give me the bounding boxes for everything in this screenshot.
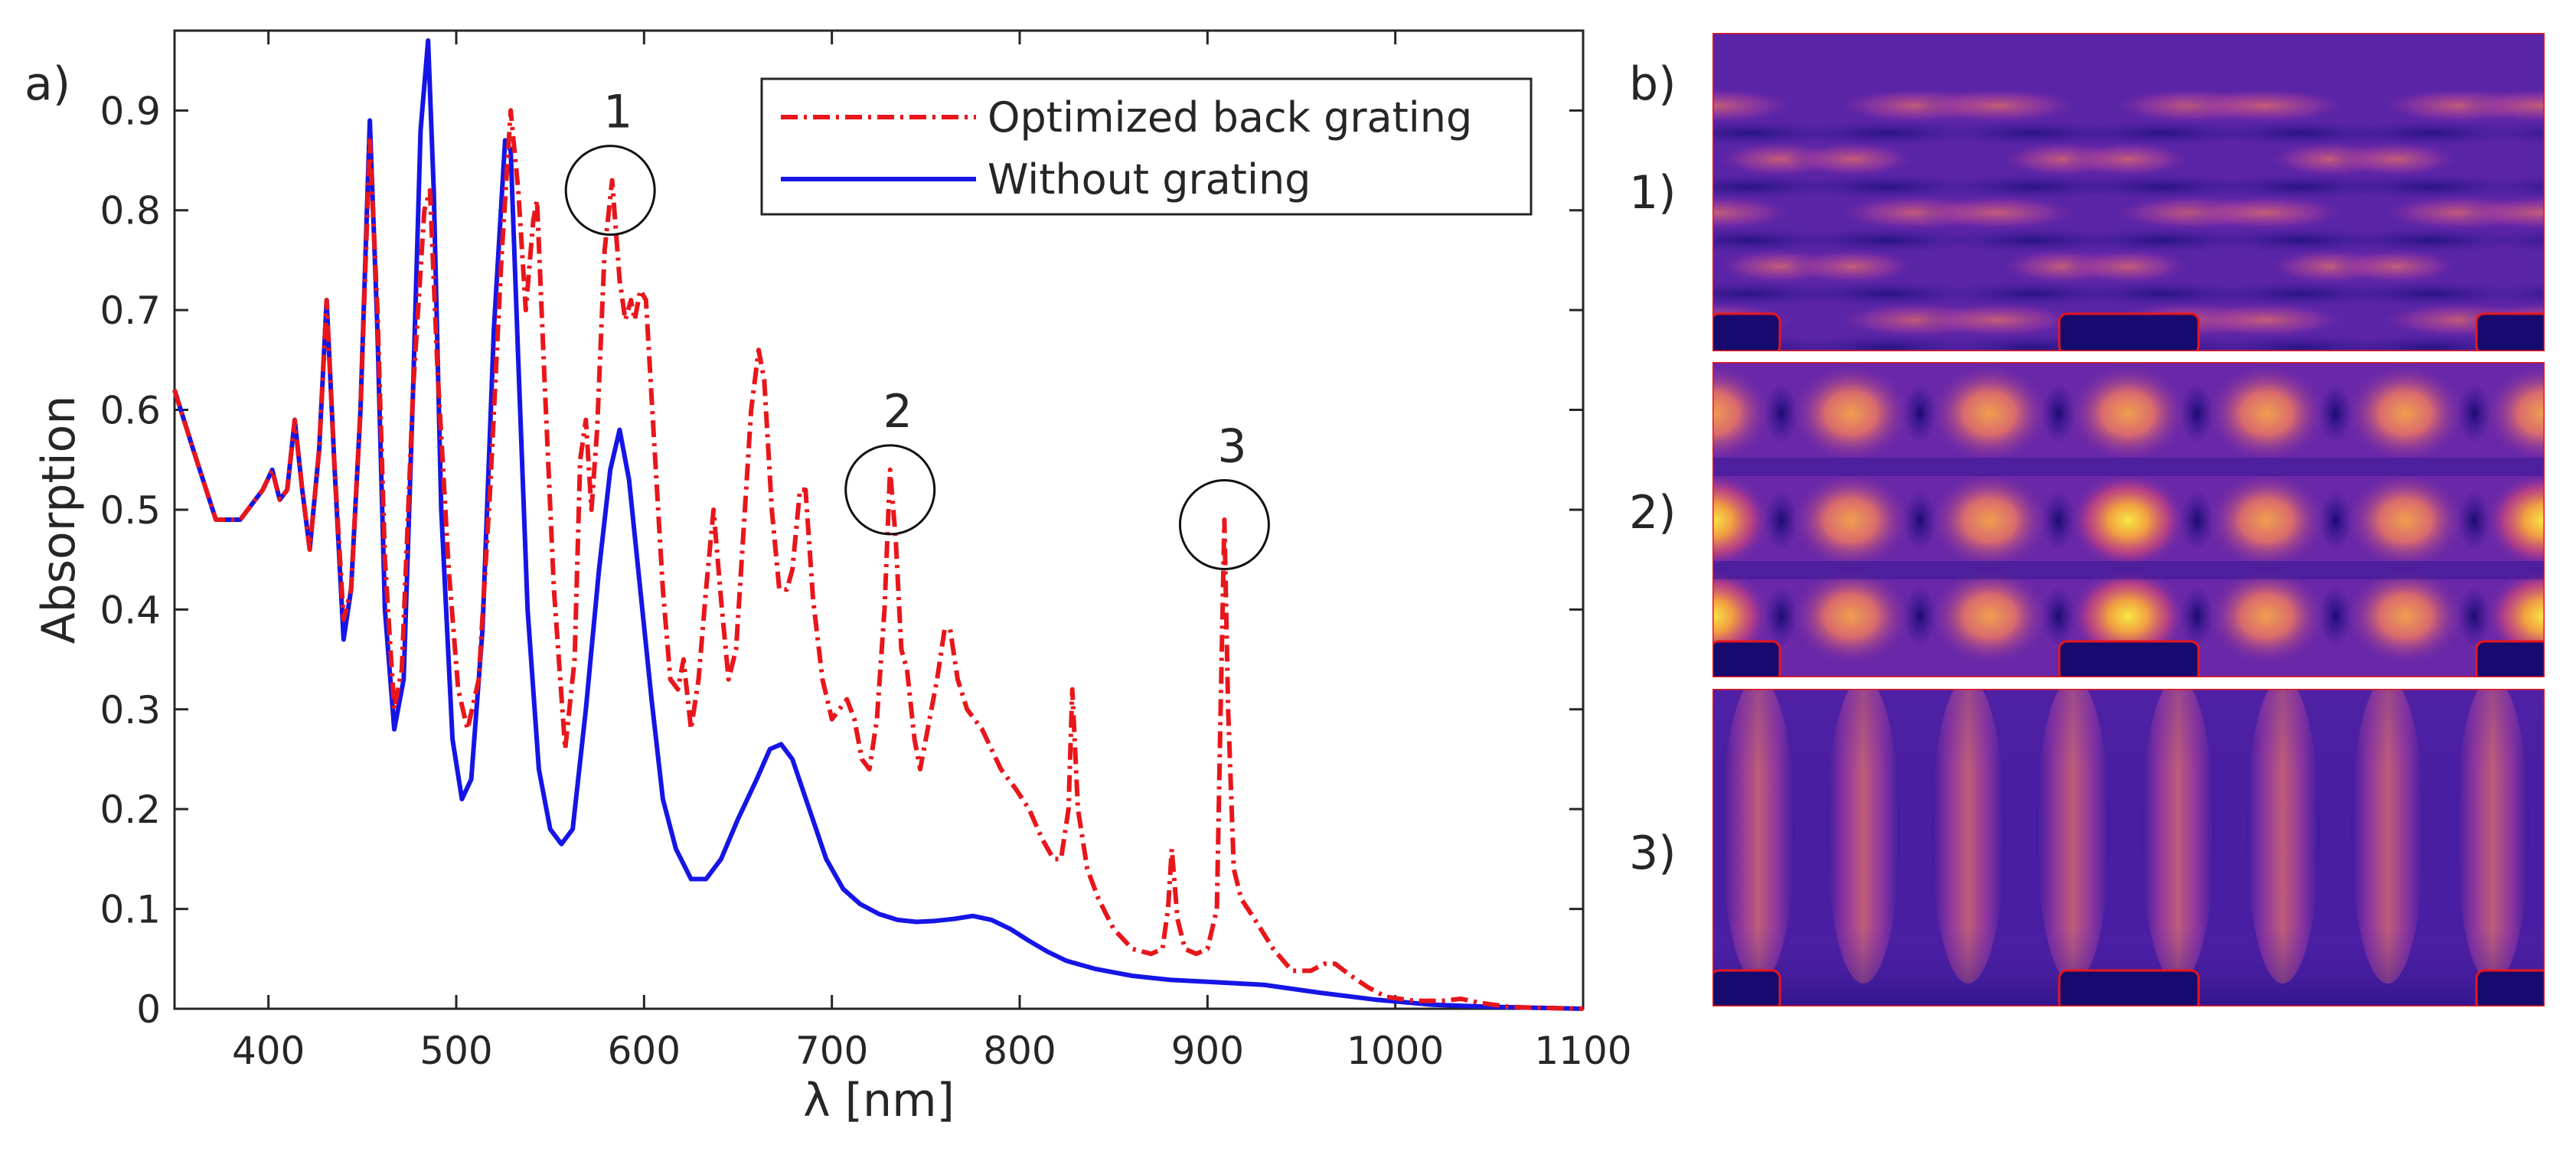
- y-tick-label: 0.7: [100, 289, 161, 333]
- field-map-2: [1712, 362, 2545, 677]
- series-line-optimized: [172, 108, 1584, 1011]
- y-tick-label: 0.9: [100, 89, 161, 133]
- field-map-3: [1712, 689, 2545, 1006]
- y-tick-label: 0.2: [100, 788, 161, 832]
- panel-b-label: b): [1629, 57, 1677, 111]
- x-tick-label: 800: [983, 1029, 1056, 1073]
- peak-label: 2: [883, 385, 913, 439]
- axis-ticks: [175, 31, 1585, 1010]
- peak-label: 1: [603, 86, 632, 139]
- y-tick-label: 0: [136, 987, 161, 1032]
- field-map-label-3: 3): [1629, 827, 1677, 880]
- legend-label-optimized: Optimized back grating: [988, 93, 1472, 142]
- legend-box: [760, 77, 1533, 216]
- x-tick-label: 600: [608, 1029, 681, 1073]
- grating-bar: [2058, 312, 2200, 351]
- y-tick-label: 0.8: [100, 189, 161, 233]
- grating-bar: [1712, 312, 1781, 351]
- field-map-label-1: 1): [1629, 166, 1677, 220]
- grating-bar: [2058, 969, 2200, 1006]
- x-tick-label: 900: [1171, 1029, 1244, 1073]
- y-tick-label: 0.1: [100, 888, 161, 932]
- grating-bar: [1712, 640, 1781, 677]
- panel-a-label: a): [24, 57, 70, 111]
- grating-bar: [1712, 969, 1781, 1006]
- field-map-1: [1712, 33, 2545, 351]
- y-tick-label: 0.5: [100, 488, 161, 533]
- peak-circle: [564, 145, 656, 236]
- x-tick-label: 1100: [1534, 1029, 1631, 1073]
- peak-annotations: 1 2 3: [564, 86, 1270, 571]
- x-tick-label: 700: [795, 1029, 868, 1073]
- y-tick-label: 0.6: [100, 389, 161, 433]
- field-maps-panel: b) 1) 2) 3): [1629, 33, 2545, 1006]
- x-tick-labels: 400 500 600 700 800 900 1000 1100: [232, 1029, 1632, 1073]
- y-axis-label: Absorption: [32, 396, 86, 644]
- x-tick-label: 500: [420, 1029, 492, 1073]
- peak-label: 3: [1217, 420, 1246, 474]
- x-tick-label: 400: [232, 1029, 305, 1073]
- x-axis-label: λ [nm]: [803, 1074, 955, 1127]
- grating-bar: [2475, 640, 2545, 677]
- y-tick-label: 0.4: [100, 588, 161, 632]
- absorption-chart: 400 500 600 700 800 900 1000 1100 0 0.1 0.2 0.3 0.4…: [24, 29, 1632, 1127]
- peak-circle: [1178, 479, 1270, 571]
- series-lines: [172, 38, 1584, 1011]
- grating-bar: [2475, 969, 2545, 1006]
- legend: Optimized back grating Without grating: [760, 77, 1533, 216]
- y-tick-labels: 0 0.1 0.2 0.3 0.4 0.5 0.6 0.7 0.8 0.9: [100, 89, 161, 1032]
- field-map-label-2: 2): [1629, 486, 1677, 540]
- grating-bar: [2475, 312, 2545, 351]
- y-tick-label: 0.3: [100, 688, 161, 732]
- legend-label-without: Without grating: [988, 155, 1311, 204]
- grating-bar: [2058, 640, 2200, 677]
- x-tick-label: 1000: [1347, 1029, 1444, 1073]
- peak-circle: [844, 444, 936, 536]
